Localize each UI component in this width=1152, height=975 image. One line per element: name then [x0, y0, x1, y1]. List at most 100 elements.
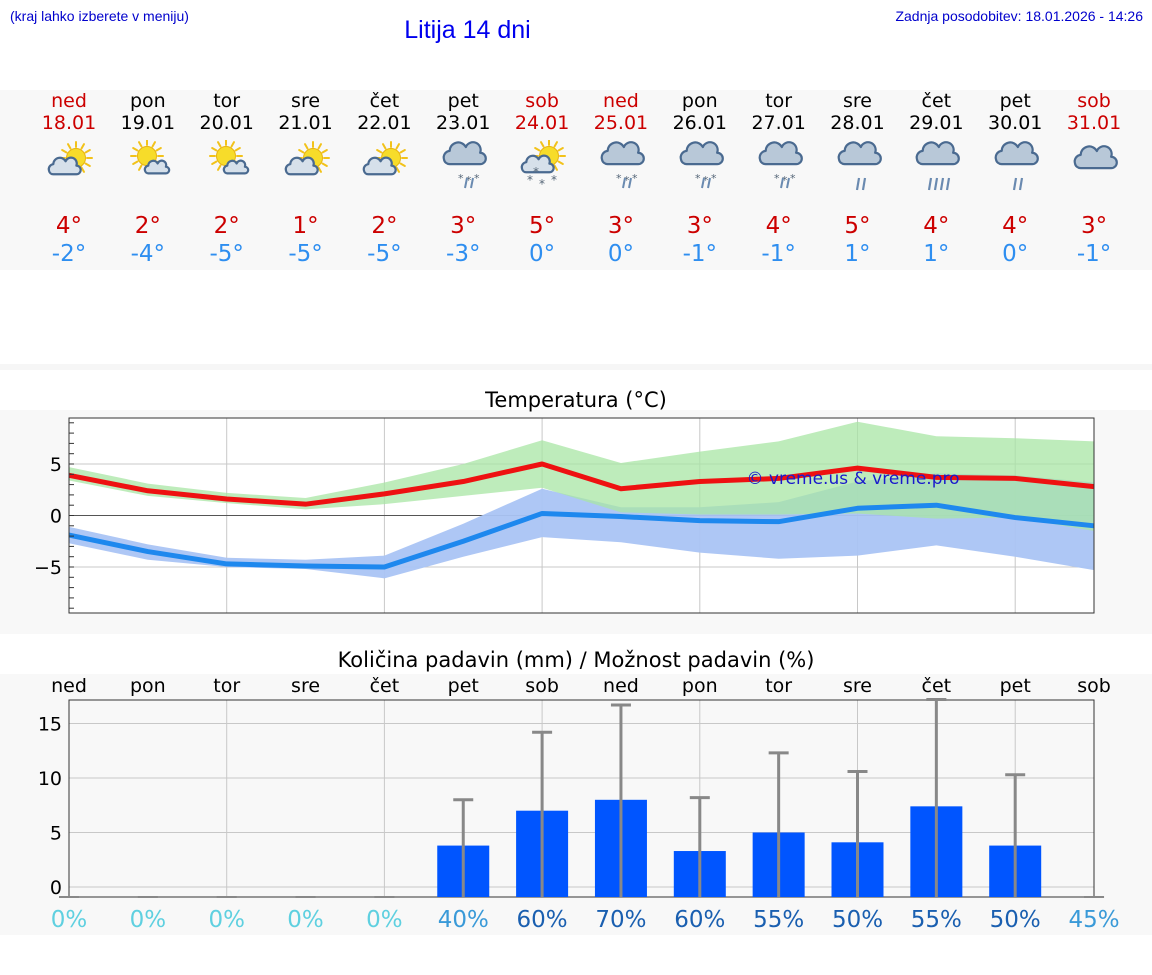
svg-text:*: * [703, 174, 709, 187]
day-date: 18.01 [41, 112, 97, 134]
day-name: sre [843, 90, 872, 112]
svg-text:*: * [695, 172, 701, 185]
svg-text:*: * [624, 174, 630, 187]
max-temperature: 4° [1002, 213, 1029, 239]
min-temperature: 0° [607, 241, 634, 267]
min-temperature: -5° [367, 241, 402, 267]
day-column: pon 19.01 2° -4° [109, 90, 187, 268]
day-column: ned 25.01 * * * 3° 0° [582, 90, 660, 268]
day-date: 23.01 [436, 112, 491, 134]
sun-small-cloud-icon [129, 140, 171, 175]
day-column: pet 30.01 4° 0° [976, 90, 1054, 268]
svg-text:*: * [782, 174, 788, 187]
max-temperature: 3° [686, 213, 713, 239]
day-column: sre 28.01 5° 1° [819, 90, 897, 268]
day-column: pon 26.01 * * * 3° -1° [661, 90, 739, 268]
last-updated: Zadnja posodobitev: 18.01.2026 - 14:26 [895, 8, 1143, 24]
min-temperature: 0° [1002, 241, 1029, 267]
day-name: pet [447, 90, 479, 112]
cloud-sleet-icon: * * * [600, 141, 645, 189]
day-name: čet [369, 90, 400, 112]
max-temperature: 2° [371, 213, 398, 239]
min-temperature: 1° [923, 241, 950, 267]
min-temperature: -5° [209, 241, 244, 267]
sun-cloud-icon [363, 141, 409, 176]
day-name: tor [765, 90, 793, 112]
day-date: 19.01 [120, 112, 176, 134]
min-temperature: -5° [288, 241, 323, 267]
day-name: pon [129, 90, 166, 112]
day-column: čet 29.01 4° 1° [897, 90, 975, 268]
day-name: sre [291, 90, 321, 112]
day-column: ned 18.01 4° -2° [30, 90, 108, 268]
precipitation-chart-title: Količina padavin (mm) / Možnost padavin … [337, 648, 815, 672]
day-name: tor [213, 90, 241, 112]
day-date: 22.01 [357, 112, 412, 134]
sun-cloud-icon [47, 141, 93, 176]
day-name: pon [681, 90, 718, 112]
day-date: 26.01 [672, 112, 727, 134]
min-temperature: -3° [446, 241, 481, 267]
svg-text:*: * [551, 173, 557, 187]
cloud-snow-icon: * * * [758, 141, 803, 189]
cloud-snow-icon: * * * [679, 141, 724, 189]
day-column: pet 23.01 * * * 3° -3° [424, 90, 502, 268]
svg-text:*: * [527, 173, 533, 187]
day-date: 25.01 [593, 112, 649, 134]
max-temperature: 5° [844, 213, 871, 239]
cloud-heavy-rain-icon [915, 141, 961, 191]
page-title: Litija 14 dni [404, 16, 531, 44]
day-name: ned [51, 90, 87, 112]
max-temperature: 4° [923, 213, 950, 239]
min-temperature: -1° [761, 241, 796, 267]
min-temperature: -2° [51, 241, 87, 267]
svg-text:*: * [632, 172, 638, 185]
max-temperature: 4° [765, 213, 792, 239]
day-date: 27.01 [751, 112, 806, 134]
max-temperature: 2° [213, 213, 240, 239]
day-date: 24.01 [514, 112, 570, 134]
day-name: pet [999, 90, 1031, 112]
day-column: sob 31.01 3° -1° [1055, 90, 1133, 268]
svg-text:*: * [466, 174, 472, 187]
day-date: 21.01 [278, 112, 333, 134]
temperature-chart-title: Temperatura (°C) [485, 388, 667, 412]
day-name: sob [525, 90, 559, 112]
max-temperature: 4° [55, 213, 83, 239]
sun-cloud-snow-icon: * * ** [520, 140, 567, 191]
max-temperature: 3° [450, 213, 477, 239]
svg-text:*: * [458, 172, 464, 185]
svg-text:*: * [790, 172, 796, 185]
day-date: 31.01 [1066, 112, 1122, 134]
day-date: 28.01 [830, 112, 885, 134]
svg-text:*: * [533, 165, 539, 179]
max-temperature: 5° [529, 213, 556, 239]
svg-text:*: * [774, 172, 780, 185]
cloud-snow-icon: * * * [442, 141, 488, 189]
region-menu-hint: (kraj lahko izberete v meniju) [10, 8, 189, 24]
day-date: 30.01 [987, 112, 1043, 134]
day-name: sob [1077, 90, 1111, 112]
max-temperature: 2° [134, 213, 161, 239]
sun-small-cloud-icon [208, 140, 249, 175]
precipitation-chart-panel [0, 674, 1152, 935]
max-temperature: 3° [1080, 213, 1108, 239]
day-name: ned [603, 90, 639, 112]
min-temperature: 1° [844, 241, 871, 267]
min-temperature: 0° [529, 241, 556, 267]
day-column: čet 22.01 2° -5° [345, 90, 423, 268]
cloud-rain-icon [994, 141, 1040, 191]
day-date: 20.01 [199, 112, 254, 134]
min-temperature: -4° [130, 241, 166, 267]
section-divider [0, 364, 1152, 370]
cloud-rain-icon [837, 141, 882, 191]
min-temperature: -1° [682, 241, 718, 267]
svg-text:*: * [711, 172, 717, 185]
day-column: sob 24.01 * * * * 5° 0° [503, 90, 581, 268]
max-temperature: 3° [607, 213, 634, 239]
cloud-icon [1073, 145, 1118, 170]
sun-cloud-icon [284, 141, 330, 176]
day-date: 29.01 [909, 112, 964, 134]
svg-text:*: * [616, 172, 622, 185]
day-name: čet [921, 90, 952, 112]
